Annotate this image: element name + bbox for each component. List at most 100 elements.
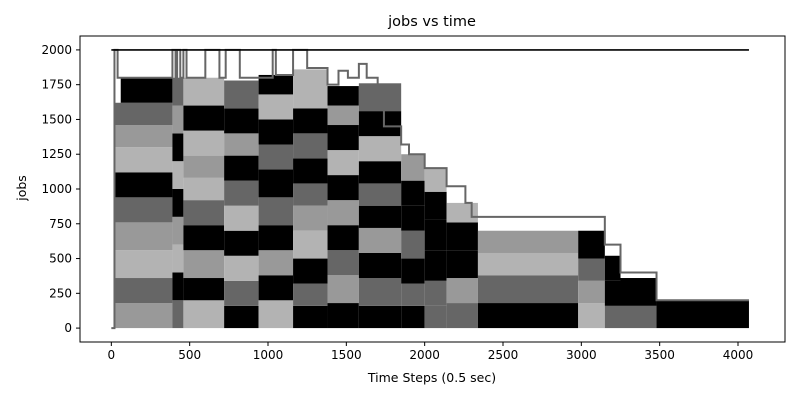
job-block: [446, 202, 478, 223]
job-block: [620, 278, 657, 306]
job-block: [424, 250, 447, 281]
job-block: [327, 225, 359, 251]
job-block: [114, 197, 173, 223]
job-block: [293, 230, 328, 259]
job-block: [401, 305, 425, 329]
x-tick-label: 3500: [644, 348, 675, 362]
job-block: [327, 150, 359, 176]
job-block: [183, 130, 225, 156]
job-block: [327, 303, 359, 329]
job-block: [183, 300, 225, 329]
job-block: [358, 205, 402, 228]
x-tick-label: 500: [178, 348, 201, 362]
job-block: [183, 155, 225, 178]
job-block: [358, 136, 402, 162]
job-block: [114, 222, 173, 251]
job-block: [224, 133, 259, 156]
x-tick-label: 1500: [331, 348, 362, 362]
job-block: [224, 80, 259, 109]
job-block: [293, 108, 328, 134]
job-block: [424, 191, 447, 220]
job-block: [358, 305, 402, 329]
job-block: [578, 303, 605, 329]
job-block: [258, 119, 294, 145]
x-axis: 0 500 1000 1500 2000 2500 3000 3500 4000: [108, 342, 754, 362]
job-block: [224, 108, 259, 134]
y-tick-label: 500: [49, 252, 72, 266]
y-tick-label: 1500: [41, 112, 72, 126]
job-block: [258, 250, 294, 276]
job-block: [114, 102, 173, 126]
job-block: [446, 303, 478, 329]
job-block: [224, 155, 259, 181]
job-block: [172, 105, 184, 134]
job-block: [293, 258, 328, 284]
x-tick-label: 2500: [488, 348, 519, 362]
y-tick-label: 250: [49, 286, 72, 300]
job-block: [114, 250, 173, 279]
job-block: [446, 222, 478, 251]
job-block: [114, 303, 173, 329]
job-block: [424, 168, 447, 192]
job-block: [258, 169, 294, 198]
job-block: [293, 133, 328, 159]
job-block: [477, 252, 579, 276]
job-block: [224, 180, 259, 206]
job-block: [172, 272, 184, 301]
job-block: [358, 227, 402, 253]
job-block: [477, 230, 579, 253]
y-tick-label: 1250: [41, 147, 72, 161]
job-block: [183, 225, 225, 251]
job-block: [172, 244, 184, 273]
job-block: [604, 255, 621, 281]
chart-title: jobs vs time: [387, 14, 476, 30]
job-block: [401, 154, 425, 181]
job-block: [258, 144, 294, 170]
job-block: [183, 77, 225, 106]
job-block: [358, 183, 402, 206]
job-block: [183, 278, 225, 301]
x-axis-title: Time Steps (0.5 sec): [367, 370, 496, 385]
job-block: [358, 111, 402, 137]
job-block: [424, 305, 447, 329]
job-block: [224, 255, 259, 281]
job-block: [358, 83, 402, 112]
job-block: [114, 125, 173, 148]
job-block: [120, 77, 173, 103]
y-tick-label: 1000: [41, 182, 72, 196]
job-block: [477, 275, 579, 304]
job-block: [604, 305, 621, 329]
x-tick-label: 0: [108, 348, 116, 362]
job-block: [293, 158, 328, 184]
job-block: [258, 275, 294, 301]
x-tick-label: 2000: [409, 348, 440, 362]
y-tick-label: 2000: [41, 43, 72, 57]
job-block: [578, 258, 605, 281]
x-tick-label: 1000: [253, 348, 284, 362]
job-block: [446, 250, 478, 279]
job-block: [183, 177, 225, 201]
y-tick-label: 750: [49, 217, 72, 231]
job-block: [183, 200, 225, 226]
job-block: [114, 172, 173, 198]
job-block: [327, 105, 359, 126]
job-block: [424, 219, 447, 251]
job-block: [293, 305, 328, 329]
job-block: [293, 205, 328, 231]
job-block: [424, 280, 447, 306]
job-block: [446, 278, 478, 304]
job-block: [172, 216, 184, 245]
job-block: [358, 252, 402, 279]
job-block: [224, 305, 259, 329]
job-block: [258, 197, 294, 226]
x-tick-label: 4000: [723, 348, 754, 362]
job-block: [604, 280, 621, 306]
job-block: [224, 230, 259, 256]
job-block: [172, 133, 184, 162]
job-block: [327, 200, 359, 226]
job-block: [327, 86, 359, 106]
job-block: [578, 230, 605, 259]
job-block: [172, 161, 184, 189]
job-block: [183, 250, 225, 279]
